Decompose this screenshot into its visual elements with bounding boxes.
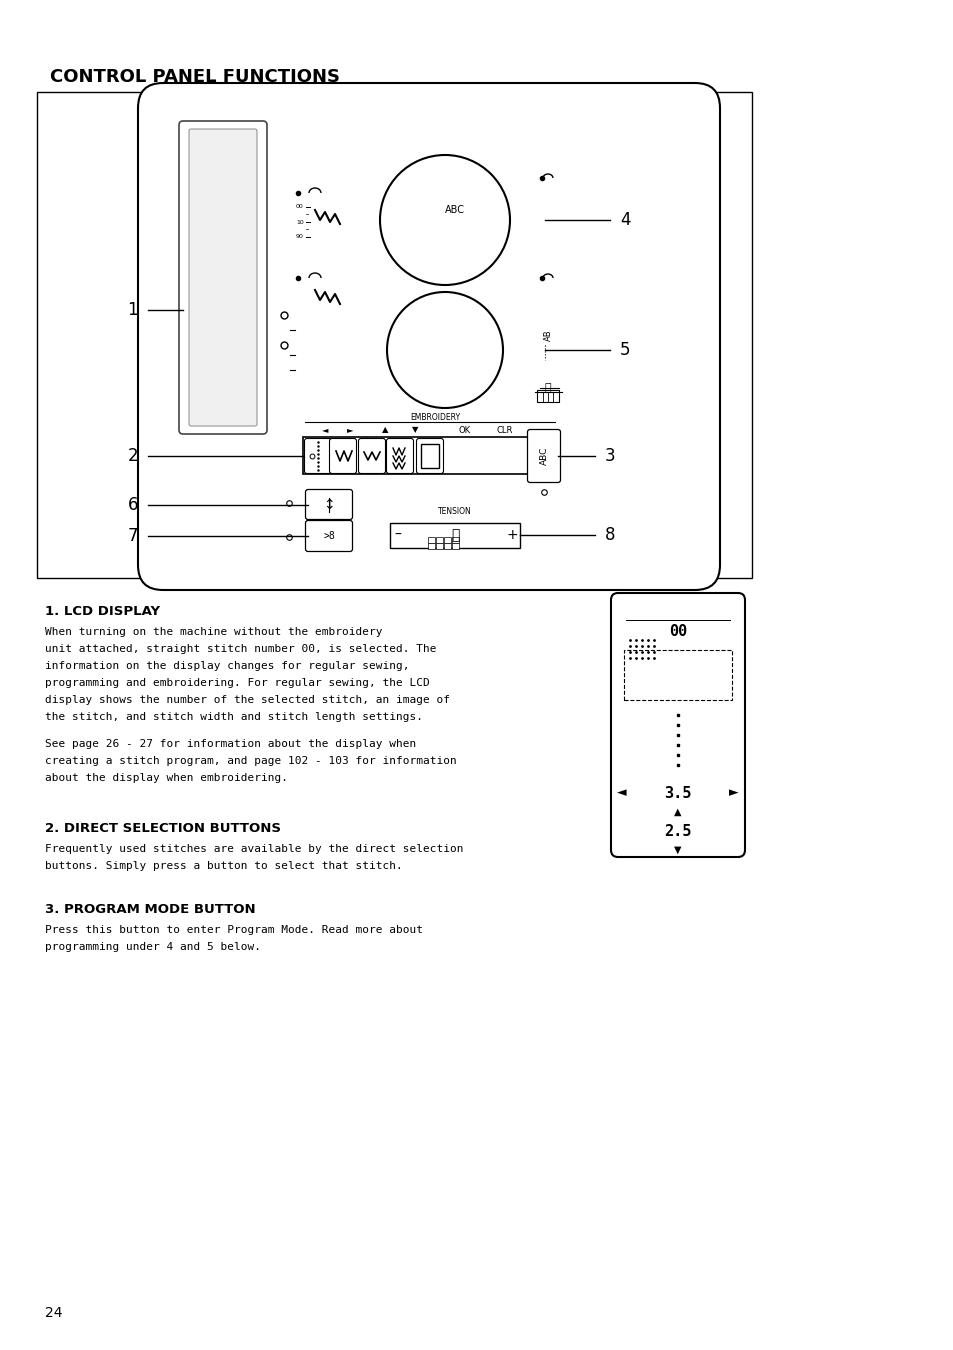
Text: Frequently used stitches are available by the direct selection: Frequently used stitches are available b… [45,844,463,855]
FancyBboxPatch shape [358,439,385,474]
Text: programming under 4 and 5 below.: programming under 4 and 5 below. [45,942,261,952]
Text: +: + [506,528,517,541]
Text: CLR: CLR [497,425,513,435]
Text: 1. LCD DISPLAY: 1. LCD DISPLAY [45,605,160,618]
Text: See page 26 - 27 for information about the display when: See page 26 - 27 for information about t… [45,738,416,749]
Bar [443,543,451,549]
Text: OK: OK [458,425,471,435]
Text: ◄: ◄ [321,425,328,435]
Text: ▲: ▲ [381,425,388,435]
FancyBboxPatch shape [416,439,443,474]
Text: >8: >8 [323,531,335,541]
Text: 10: 10 [295,220,304,224]
FancyBboxPatch shape [304,439,331,474]
Text: 6: 6 [128,495,138,514]
FancyBboxPatch shape [527,429,560,482]
Text: ⛔: ⛔ [544,383,551,393]
Text: –: – [395,528,401,541]
Bar [436,537,442,543]
Bar [37,92,751,578]
Bar [303,437,556,474]
FancyBboxPatch shape [179,122,267,433]
Bar [452,543,458,549]
Text: CONTROL PANEL FUNCTIONS: CONTROL PANEL FUNCTIONS [50,68,339,86]
Text: display shows the number of the selected stitch, an image of: display shows the number of the selected… [45,695,450,705]
Text: 3: 3 [604,447,615,464]
Text: 2: 2 [128,447,138,464]
Text: programming and embroidering. For regular sewing, the LCD: programming and embroidering. For regula… [45,678,429,688]
Text: 24: 24 [45,1305,63,1320]
Text: creating a stitch program, and page 102 - 103 for information: creating a stitch program, and page 102 … [45,756,456,765]
Text: the stitch, and stitch width and stitch length settings.: the stitch, and stitch width and stitch … [45,711,422,722]
FancyBboxPatch shape [305,521,352,552]
Bar [443,537,451,543]
Bar [537,390,558,402]
Text: ▼: ▼ [674,845,681,855]
Text: 2. DIRECT SELECTION BUTTONS: 2. DIRECT SELECTION BUTTONS [45,822,281,836]
Text: unit attached, straight stitch number 00, is selected. The: unit attached, straight stitch number 00… [45,644,436,653]
Circle shape [387,292,502,408]
FancyBboxPatch shape [623,649,731,701]
Text: AB: AB [543,329,552,340]
Text: TENSION: TENSION [437,506,472,516]
Text: buttons. Simply press a button to select that stitch.: buttons. Simply press a button to select… [45,861,402,871]
Text: EMBROIDERY: EMBROIDERY [410,413,459,421]
Text: 3.5: 3.5 [663,786,691,801]
FancyBboxPatch shape [138,82,720,590]
Text: 2.5: 2.5 [663,825,691,840]
Circle shape [379,155,510,285]
Text: ►: ► [346,425,353,435]
Text: ⧦: ⧦ [451,528,458,541]
FancyBboxPatch shape [189,130,256,427]
Bar [436,543,442,549]
Bar [420,444,438,468]
Text: ▼: ▼ [412,425,417,435]
Text: information on the display changes for regular sewing,: information on the display changes for r… [45,662,409,671]
Text: Press this button to enter Program Mode. Read more about: Press this button to enter Program Mode.… [45,925,422,936]
Text: ↕: ↕ [323,498,335,512]
Text: 7: 7 [128,526,138,545]
FancyBboxPatch shape [610,593,744,857]
Text: 4: 4 [619,211,630,230]
Text: ◄: ◄ [617,787,626,799]
Bar [452,537,458,543]
Text: When turning on the machine without the embroidery: When turning on the machine without the … [45,626,382,637]
Text: ABC: ABC [539,447,548,466]
Text: ►: ► [728,787,738,799]
Text: 3. PROGRAM MODE BUTTON: 3. PROGRAM MODE BUTTON [45,903,255,917]
Text: 00: 00 [295,204,304,209]
Text: 1: 1 [128,301,138,319]
Text: 5: 5 [619,342,630,359]
FancyBboxPatch shape [329,439,356,474]
Text: ▲: ▲ [674,807,681,817]
Text: 8: 8 [604,526,615,544]
Text: 00: 00 [668,625,686,640]
Bar [390,522,519,548]
Text: ABC: ABC [444,205,464,215]
Bar [428,537,435,543]
FancyBboxPatch shape [386,439,413,474]
Text: about the display when embroidering.: about the display when embroidering. [45,774,288,783]
Text: 90: 90 [295,235,304,239]
FancyBboxPatch shape [305,490,352,520]
Bar [428,543,435,549]
